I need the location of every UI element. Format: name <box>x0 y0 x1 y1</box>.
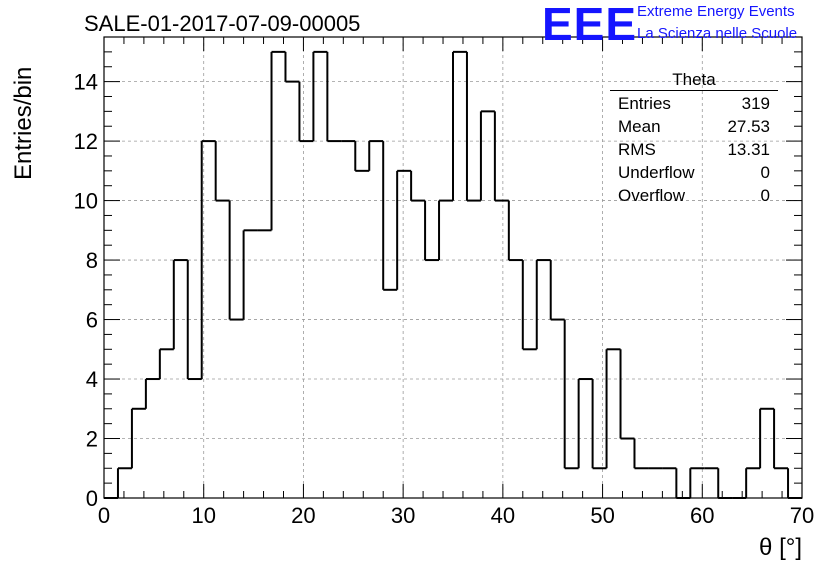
stats-label: RMS <box>618 140 656 159</box>
x-tick-label: 40 <box>491 503 515 528</box>
tick-labels: 0 10 20 30 40 50 60 70 0 2 4 6 8 10 12 14 <box>74 70 815 528</box>
logo-text-line1: Extreme Energy Events <box>637 3 795 20</box>
stats-label: Overflow <box>618 186 686 205</box>
x-axis-label: θ [°] <box>759 534 802 561</box>
x-tick-label: 10 <box>191 503 215 528</box>
stats-box: Theta Entries 319 Mean 27.53 RMS 13.31 U… <box>610 70 778 207</box>
x-tick-label: 60 <box>690 503 714 528</box>
axis-ticks <box>103 36 803 499</box>
y-tick-label: 6 <box>86 308 98 333</box>
stats-label: Underflow <box>618 163 695 182</box>
x-tick-label: 70 <box>790 503 814 528</box>
eee-logo: EEE <box>542 0 638 50</box>
stats-label: Mean <box>618 117 661 136</box>
stats-row-rms: RMS 13.31 <box>610 138 778 161</box>
stats-label: Entries <box>618 94 671 113</box>
x-tick-label: 0 <box>98 503 110 528</box>
stats-row-overflow: Overflow 0 <box>610 184 778 207</box>
stats-row-mean: Mean 27.53 <box>610 115 778 138</box>
stats-value: 0 <box>760 186 770 205</box>
y-axis-label: Entries/bin <box>10 66 37 180</box>
logo-text-line2: La Scienza nelle Scuole <box>637 25 798 42</box>
y-tick-label: 12 <box>74 129 98 154</box>
stats-row-underflow: Underflow 0 <box>610 161 778 184</box>
y-tick-label: 8 <box>86 248 98 273</box>
stats-value: 319 <box>741 94 770 113</box>
stats-value: 13.31 <box>727 140 770 159</box>
chart-title: SALE-01-2017-07-09-00005 <box>84 11 361 36</box>
stats-title: Theta <box>610 70 778 91</box>
stats-value: 0 <box>760 163 770 182</box>
y-tick-label: 14 <box>74 70 98 95</box>
stats-row-entries: Entries 319 <box>610 92 778 115</box>
histogram-bars <box>104 50 802 499</box>
y-tick-label: 2 <box>86 427 98 452</box>
plot-frame <box>103 36 803 499</box>
y-tick-label: 10 <box>74 189 98 214</box>
stats-value: 27.53 <box>727 117 770 136</box>
x-tick-label: 30 <box>391 503 415 528</box>
y-tick-label: 0 <box>86 486 98 511</box>
y-tick-label: 4 <box>86 367 98 392</box>
x-tick-label: 20 <box>291 503 315 528</box>
x-tick-label: 50 <box>590 503 614 528</box>
